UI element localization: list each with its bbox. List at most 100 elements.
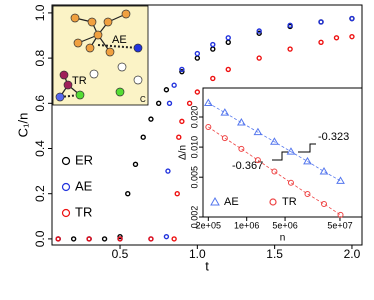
point	[148, 116, 154, 122]
y-tick-label: 0.6	[33, 95, 47, 112]
point	[270, 137, 279, 145]
diagram-nodes	[55, 9, 143, 102]
main-plot: 0.5 1.0 1.5 2.00.00.20.40.60.81.0tC₁/nERAET…	[15, 4, 360, 273]
point	[271, 168, 278, 175]
point	[287, 46, 293, 52]
point	[171, 236, 177, 242]
point	[238, 145, 245, 152]
y-tick-label: 1.0	[33, 4, 47, 21]
point	[117, 233, 123, 240]
x-axis-label: n	[280, 233, 286, 244]
point	[55, 236, 61, 242]
legend-marker	[61, 182, 71, 192]
legend-marker	[61, 208, 71, 218]
point	[194, 55, 201, 61]
point	[303, 156, 312, 165]
point	[205, 123, 212, 130]
x-tick-label: 2e+05	[196, 220, 221, 230]
point	[140, 134, 146, 140]
point	[337, 211, 344, 218]
point	[117, 236, 123, 242]
point	[333, 35, 340, 41]
point	[165, 168, 171, 174]
y-tick-label: 0.002	[189, 206, 199, 229]
x-tick-label: 1e+06	[234, 220, 259, 230]
point	[179, 118, 185, 125]
y-axis-label: Δ/n	[178, 145, 189, 160]
point	[186, 100, 193, 107]
point	[194, 89, 201, 95]
y-tick-label: 0.4	[33, 140, 47, 157]
point	[336, 176, 345, 184]
point	[286, 147, 296, 155]
legend-label: AE	[224, 196, 239, 208]
x-tick-label: 2.0	[344, 247, 361, 261]
point	[210, 41, 216, 48]
point	[125, 191, 131, 197]
point	[225, 66, 231, 73]
point	[304, 190, 311, 197]
diagram-label: AE	[112, 34, 127, 46]
y-tick-label: 0.020	[189, 106, 199, 129]
x-tick-label: 0.5	[112, 247, 129, 261]
point	[225, 35, 231, 41]
point	[220, 108, 230, 116]
legend-marker	[61, 156, 71, 166]
point	[256, 30, 262, 36]
point	[253, 127, 263, 136]
point	[225, 39, 231, 45]
x-tick-label: 1.0	[189, 247, 206, 261]
point	[318, 39, 324, 45]
annotation: -0.367	[232, 160, 263, 172]
slope-bracket	[298, 143, 316, 153]
point	[237, 118, 246, 126]
point	[174, 191, 180, 197]
point	[349, 15, 355, 22]
x-tick-label: 5e+06	[272, 220, 297, 230]
point	[148, 236, 154, 242]
point	[210, 75, 216, 82]
diagram-label: TR	[72, 75, 87, 87]
point	[70, 236, 77, 242]
legend-label: AE	[75, 178, 93, 193]
annotation: -0.323	[318, 131, 349, 143]
point	[101, 236, 108, 242]
y-tick-label: 0.2	[33, 185, 47, 202]
legend-label: TR	[282, 196, 297, 208]
y-tick-label: 0.005	[189, 166, 199, 189]
point	[179, 66, 185, 73]
diagram: AE TR C	[52, 5, 149, 106]
point	[256, 28, 262, 34]
y-axis-label: C₁/n	[15, 113, 30, 138]
point	[132, 161, 139, 168]
point	[194, 50, 201, 57]
point	[203, 98, 213, 107]
point	[256, 55, 262, 61]
point	[179, 68, 185, 75]
inset: -0.323 -0.367 2e+05 1e+06 5e+06 5e+07 0.002 0…	[178, 87, 363, 244]
point	[221, 135, 228, 142]
point	[287, 179, 294, 186]
fit-line	[208, 102, 341, 182]
point	[287, 22, 293, 29]
x-axis-label: t	[205, 258, 209, 273]
point	[166, 100, 173, 107]
point	[163, 87, 170, 93]
diagram-label: C	[140, 95, 146, 104]
point	[349, 33, 355, 40]
legend-label: TR	[75, 204, 92, 219]
y-tick-label: 0.0	[33, 230, 47, 247]
legend-marker	[210, 196, 220, 206]
y-tick-label: 0.010	[189, 136, 199, 159]
point	[321, 200, 328, 207]
legend-label: ER	[75, 152, 93, 167]
point	[155, 100, 162, 107]
point	[171, 82, 177, 88]
point	[163, 233, 170, 240]
x-tick-label: 1.5	[266, 247, 283, 261]
x-tick-label: 5e+07	[327, 220, 352, 230]
y-tick-label: 0.8	[33, 49, 47, 66]
point	[86, 236, 92, 242]
point	[254, 157, 261, 164]
